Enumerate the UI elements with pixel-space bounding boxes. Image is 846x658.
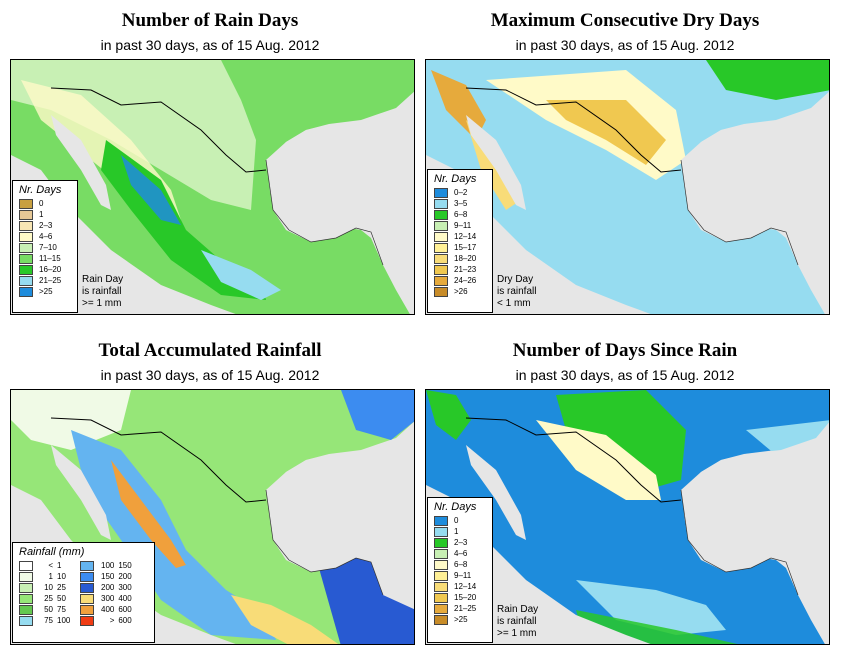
legend-item: 3–5: [428, 198, 492, 209]
legend-item: 6–8: [428, 209, 492, 220]
legend-dry-days: Nr. Days 0–2 3–5 6–8 9–11 12–14 15–17 18…: [427, 169, 493, 313]
sea-shape: [266, 92, 414, 280]
border-line: [50, 417, 267, 503]
land-shape: [341, 390, 414, 440]
land-shape: [11, 390, 131, 450]
legend-item: 400 600: [74, 604, 132, 615]
land-shape: [121, 155, 181, 225]
legend-item: >26: [428, 286, 492, 297]
sea-shape: [466, 115, 526, 210]
legend-item: 4–6: [13, 231, 77, 242]
legend-item: 4–6: [428, 548, 492, 559]
panel-subtitle-rain-days: in past 30 days, as of 15 Aug. 2012: [100, 37, 320, 53]
legend-item: 18–20: [428, 253, 492, 264]
legend-item: 2–3: [428, 537, 492, 548]
legend-item: 25 50: [13, 593, 70, 604]
legend-item: 1: [428, 526, 492, 537]
legend-item: 9–11: [428, 220, 492, 231]
land-shape: [426, 390, 471, 440]
panel-title-dry-days: Maximum Consecutive Dry Days: [490, 10, 760, 31]
legend-item: 50 75: [13, 604, 70, 615]
legend-item: 24–26: [428, 275, 492, 286]
sea-shape: [681, 92, 829, 280]
land-shape: [426, 60, 829, 314]
legend-item: >600: [74, 615, 132, 626]
legend-item: 9–11: [428, 570, 492, 581]
legend-days-since-rain: Nr. Days 0 1 2–3 4–6 6–8 9–11 12–14 15–2…: [427, 497, 493, 643]
legend-item: 12–14: [428, 581, 492, 592]
coast-line: [265, 159, 384, 266]
sea-shape: [266, 422, 414, 610]
sea-shape: [51, 445, 111, 540]
map-total-rainfall: [10, 389, 415, 645]
coast-line: [265, 489, 384, 596]
legend-item: 21–25: [13, 275, 77, 286]
land-shape: [576, 580, 726, 635]
panel-title-total-rainfall: Total Accumulated Rainfall: [98, 340, 322, 361]
coast-line: [680, 489, 799, 596]
map-canvas: [426, 390, 829, 644]
legend-item: 300 400: [74, 593, 132, 604]
legend-item: 12–14: [428, 231, 492, 242]
legend-item: 0: [13, 198, 77, 209]
legend-item: 7–10: [13, 242, 77, 253]
border-line: [465, 87, 682, 173]
sea-shape: [51, 115, 111, 210]
legend-rain-days: Nr. Days 0 1 2–3 4–6 7–10 11–15 16–20 21…: [12, 180, 78, 313]
legend-title: Nr. Days: [19, 184, 62, 196]
legend-item: 11–15: [13, 253, 77, 264]
legend-item: 0: [428, 515, 492, 526]
legend-item: 1 10: [13, 571, 70, 582]
legend-item: 200 300: [74, 582, 132, 593]
legend-item: >25: [428, 614, 492, 625]
legend-item: 15–17: [428, 242, 492, 253]
panel-title-days-since-rain: Number of Days Since Rain: [512, 340, 738, 361]
sea-shape: [681, 422, 829, 610]
note-rain-day: Rain Day is rainfall >= 1 mm: [82, 274, 124, 309]
legend-title: Rainfall (mm): [19, 546, 85, 558]
legend-item: 0–2: [428, 187, 492, 198]
legend-title: Nr. Days: [434, 173, 477, 185]
legend-item: 1: [13, 209, 77, 220]
panel-title-rain-days: Number of Rain Days: [121, 10, 299, 31]
land-shape: [556, 390, 686, 490]
land-shape: [111, 460, 186, 568]
legend-item: 21–23: [428, 264, 492, 275]
land-shape: [706, 60, 829, 100]
land-shape: [426, 390, 829, 644]
legend-item: 15–20: [428, 592, 492, 603]
legend-item: 21–25: [428, 603, 492, 614]
legend-item: 10 25: [13, 582, 70, 593]
note-dry-day: Dry Day is rainfall < 1 mm: [497, 274, 537, 309]
border-line: [50, 87, 267, 173]
panel-subtitle-days-since-rain: in past 30 days, as of 15 Aug. 2012: [515, 367, 735, 383]
legend-column-left: <1 1 10 10 25 25 50 50 75 75 100: [13, 560, 70, 626]
panel-subtitle-total-rainfall: in past 30 days, as of 15 Aug. 2012: [100, 367, 320, 383]
border-line: [465, 417, 682, 503]
map-canvas: [426, 60, 829, 314]
land-shape: [201, 250, 281, 300]
sea-shape: [466, 445, 526, 540]
legend-title: Nr. Days: [434, 501, 477, 513]
legend-column-right: 100 150 150 200 200 300 300 400 400 600 >600: [74, 560, 132, 626]
land-shape: [536, 420, 661, 500]
legend-item: >25: [13, 286, 77, 297]
legend-total-rainfall: Rainfall (mm) <1 1 10 10 25 25 50 50 75 75 10…: [12, 542, 155, 643]
coast-line: [680, 159, 799, 266]
note-rain-day-since: Rain Day is rainfall >= 1 mm: [497, 604, 539, 639]
panel-subtitle-dry-days: in past 30 days, as of 15 Aug. 2012: [515, 37, 735, 53]
legend-item: 2–3: [13, 220, 77, 231]
legend-item: 75 100: [13, 615, 70, 626]
legend-item: 16–20: [13, 264, 77, 275]
land-shape: [546, 100, 666, 165]
land-shape: [231, 595, 339, 644]
legend-item: 150 200: [74, 571, 132, 582]
legend-item: <1: [13, 560, 70, 571]
legend-item: 100 150: [74, 560, 132, 571]
legend-item: 6–8: [428, 559, 492, 570]
